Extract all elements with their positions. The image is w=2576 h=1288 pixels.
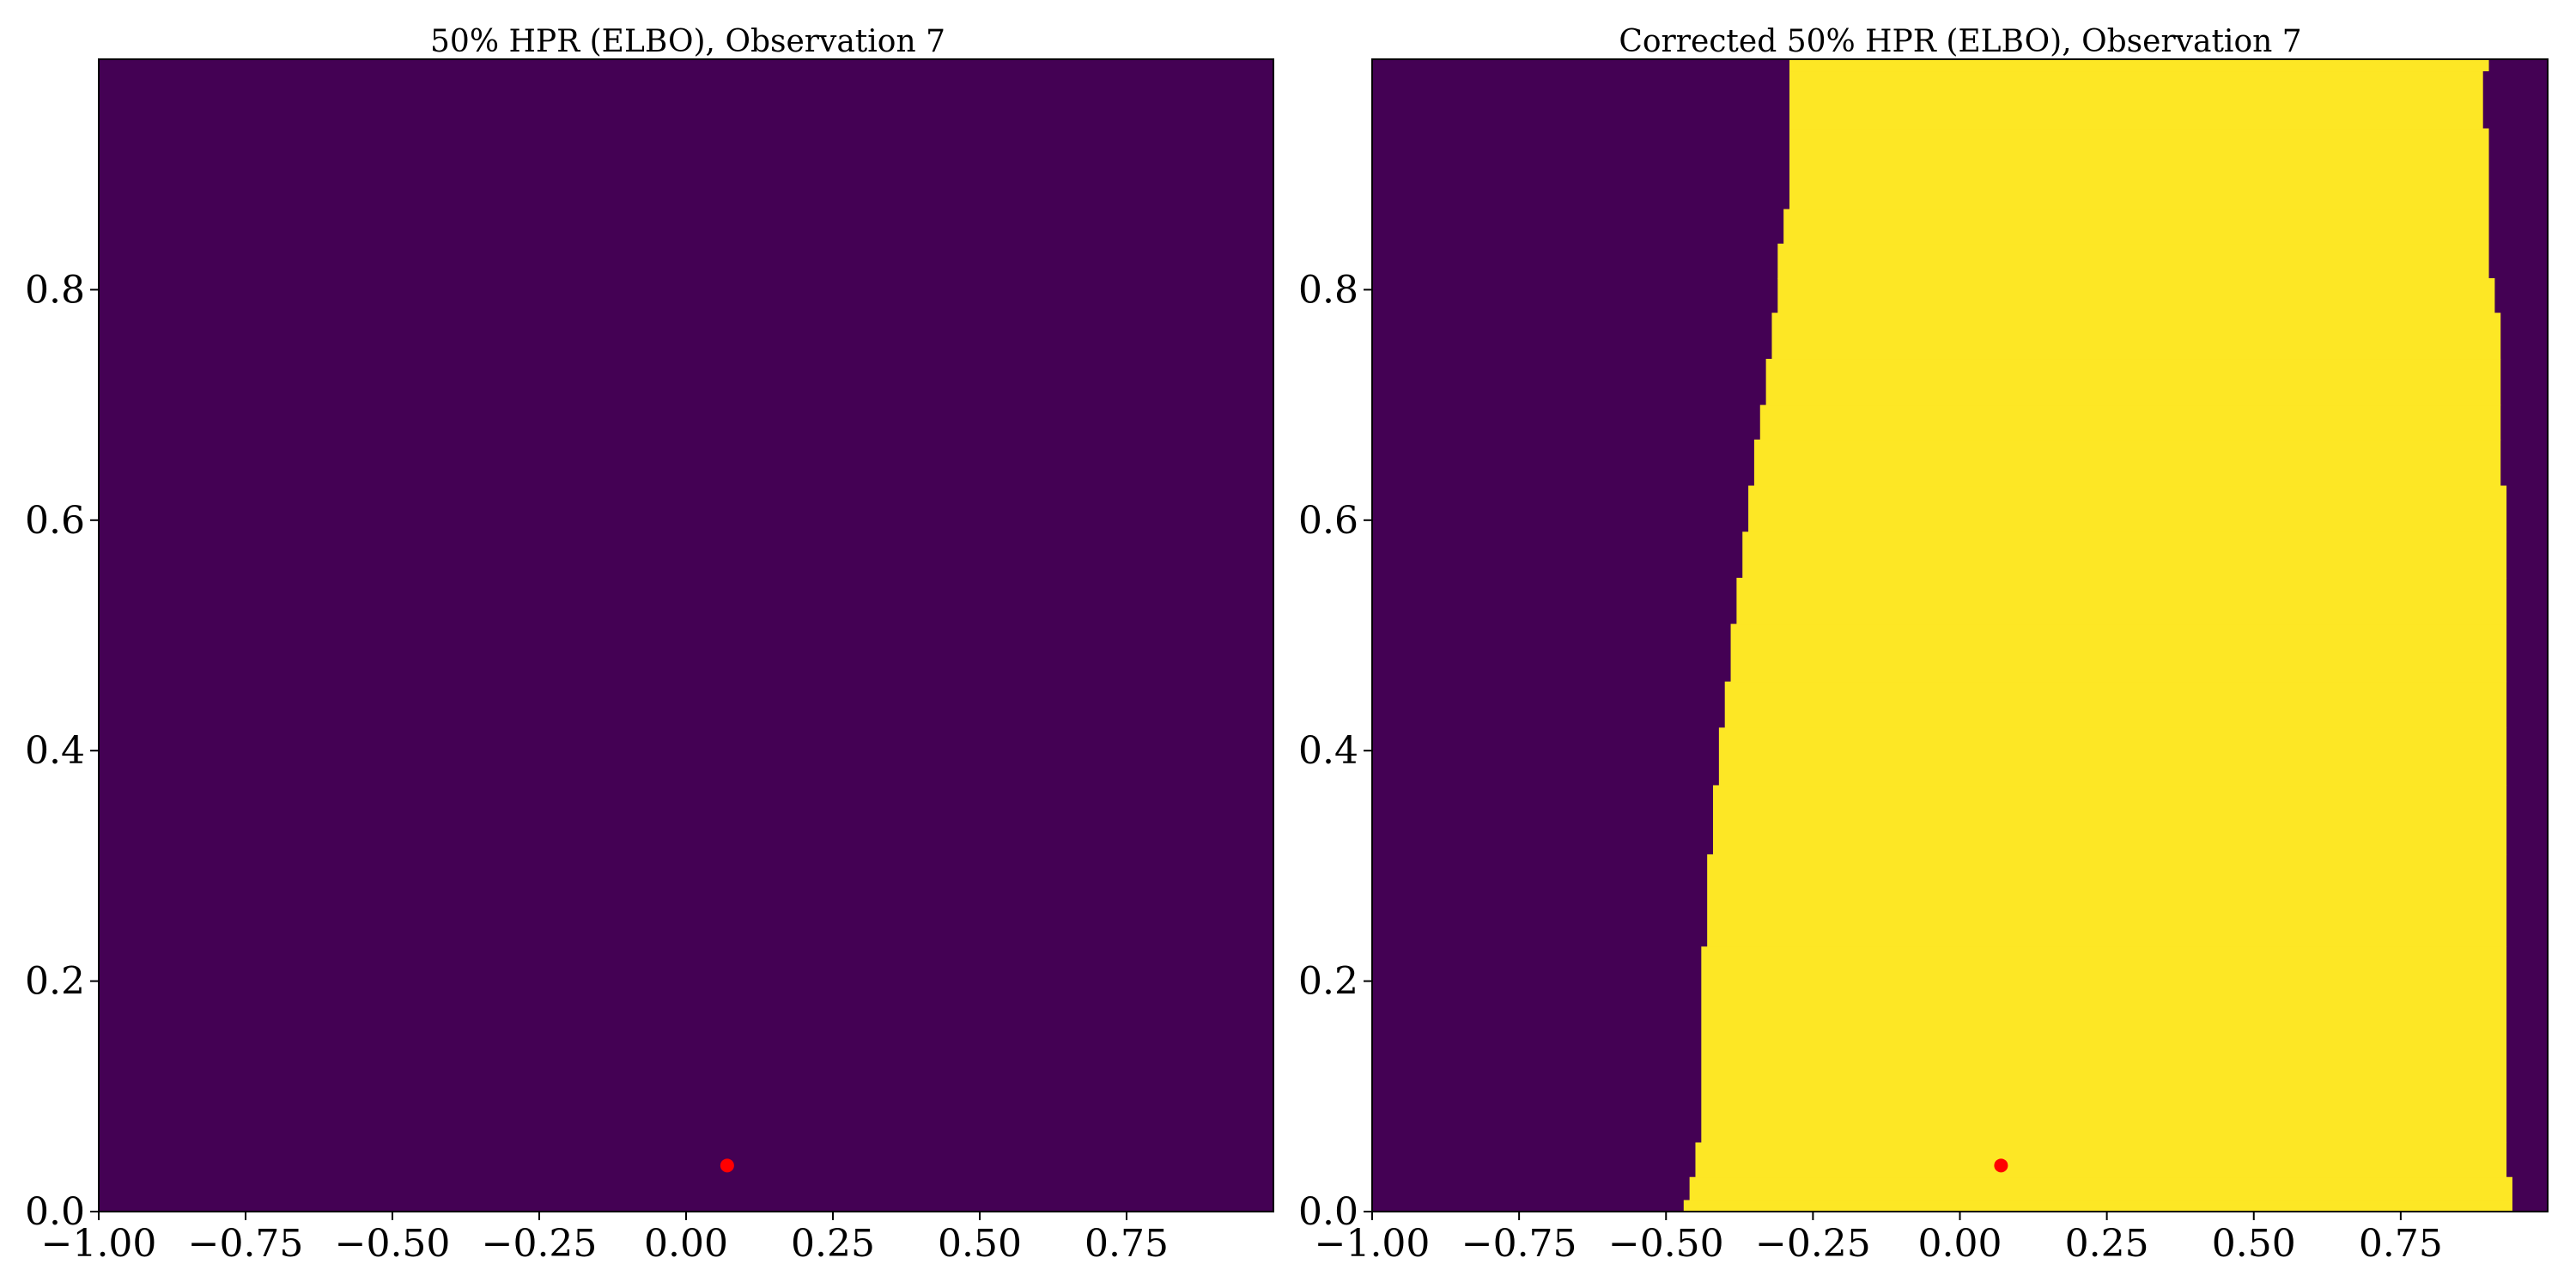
y-tick-label: 0.6 [25, 499, 85, 543]
region-inside-band [1689, 1176, 2512, 1201]
region-inside-band [1707, 854, 2507, 947]
region-outside [99, 59, 1273, 1212]
tick-labels: −1.00 −0.75 −0.50 −0.25 0.00 0.25 0.50 0.75 0.0 0… [25, 268, 1169, 1266]
y-tick-label: 0.0 [25, 1190, 85, 1234]
observation-point [1994, 1158, 2008, 1173]
x-tick-label: 0.00 [1918, 1222, 2002, 1266]
x-tick-label: 0.75 [2359, 1222, 2443, 1266]
y-tick-label: 0.4 [25, 729, 85, 773]
y-tick-label: 0.6 [1298, 499, 1358, 543]
heatmap-area [99, 59, 1273, 1212]
region-inside-band [1718, 727, 2507, 787]
x-tick-label: 0.25 [2065, 1222, 2149, 1266]
x-tick-label: 0.25 [791, 1222, 875, 1266]
region-inside-band [1748, 485, 2507, 532]
region-inside-band [1753, 439, 2501, 487]
region-inside-band [1777, 277, 2495, 313]
region-inside-band [1759, 404, 2501, 440]
y-tick-label: 0.8 [1298, 268, 1358, 312]
x-tick-label: 0.75 [1084, 1222, 1169, 1266]
region-inside-band [1713, 785, 2507, 855]
y-tick-label: 0.8 [25, 268, 85, 312]
region-inside-band [1701, 946, 2507, 1144]
chart-title: Corrected 50% HPR (ELBO), Observation 7 [1619, 24, 2301, 59]
panel-hpr-elbo: 50% HPR (ELBO), Observation 7 −1.00 −0.75… [25, 24, 1274, 1266]
region-inside-band [1724, 681, 2507, 728]
region-inside-band [1765, 358, 2501, 406]
panel-corrected-hpr-elbo: Corrected 50% HPR (ELBO), Observation 7 … [1298, 24, 2549, 1266]
x-tick-label: 0.00 [644, 1222, 728, 1266]
region-inside-band [1789, 59, 2489, 72]
region-inside-band [1777, 243, 2489, 279]
x-tick-label: 0.50 [938, 1222, 1022, 1266]
x-tick-label: 0.50 [2212, 1222, 2296, 1266]
observation-point [720, 1158, 734, 1173]
x-tick-label: −0.25 [482, 1222, 598, 1266]
region-inside-band [1789, 70, 2483, 130]
x-tick-label: −0.25 [1755, 1222, 1871, 1266]
y-tick-label: 0.4 [1298, 729, 1358, 773]
region-inside-band [1736, 577, 2507, 625]
x-tick-label: −0.50 [335, 1222, 451, 1266]
region-inside-band [1742, 532, 2507, 579]
region-inside-band [1695, 1142, 2507, 1178]
tick-labels: −1.00 −0.75 −0.50 −0.25 0.00 0.25 0.50 0.75 0.0 0… [1298, 268, 2443, 1266]
chart-title: 50% HPR (ELBO), Observation 7 [430, 24, 945, 59]
y-tick-label: 0.2 [1298, 960, 1358, 1004]
x-tick-label: −1.00 [1315, 1222, 1431, 1266]
region-inside-band [1783, 209, 2489, 245]
x-tick-label: −0.75 [188, 1222, 304, 1266]
region-inside-band [1771, 313, 2501, 360]
region-inside-band [1789, 128, 2489, 210]
y-tick-label: 0.2 [25, 960, 85, 1004]
heatmap-area [1372, 59, 2548, 1212]
region-inside-band [1683, 1200, 2512, 1212]
y-tick-label: 0.0 [1298, 1190, 1358, 1234]
axes [1364, 58, 2549, 1220]
x-tick-label: −1.00 [41, 1222, 157, 1266]
axes [90, 58, 1274, 1220]
x-tick-label: −0.75 [1461, 1222, 1577, 1266]
x-tick-label: −0.50 [1608, 1222, 1724, 1266]
region-inside-band [1730, 623, 2507, 683]
